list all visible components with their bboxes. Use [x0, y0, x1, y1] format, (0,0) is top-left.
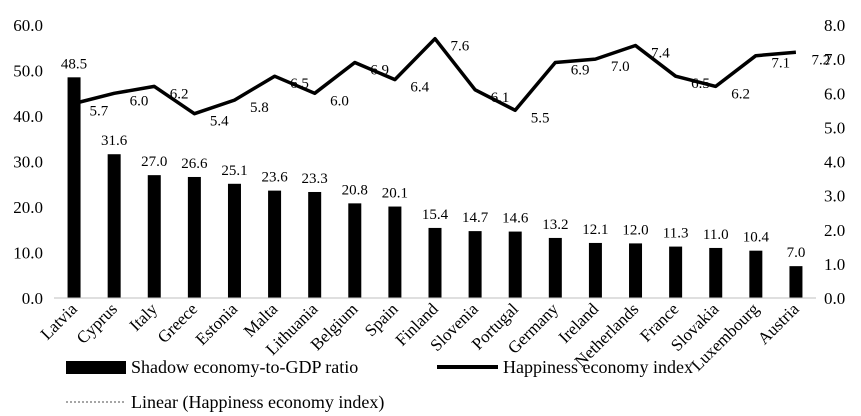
bar-value-label: 12.0 [622, 222, 648, 238]
right-tick-label: 4.0 [824, 153, 845, 172]
left-axis: 0.0 10.0 20.0 30.0 40.0 50.0 60.0 [13, 16, 43, 308]
bar-label-group: 48.5 31.6 27.0 26.6 25.1 23.6 23.3 20.8 20.1 15.4… [61, 56, 805, 261]
line-value-label: 6.0 [330, 93, 349, 109]
bar-value-label: 13.2 [542, 217, 568, 233]
bar-value-label: 11.0 [703, 227, 729, 243]
bar [588, 242, 602, 298]
category-label: Austria [754, 299, 803, 348]
bar [348, 203, 362, 298]
line-value-label: 5.7 [90, 103, 109, 119]
right-tick-label: 1.0 [824, 255, 845, 274]
line-value-label: 7.1 [771, 56, 790, 72]
bar [268, 190, 282, 298]
right-tick-label: 3.0 [824, 187, 845, 206]
bar [749, 250, 763, 298]
right-axis: 0.0 1.0 2.0 3.0 4.0 5.0 6.0 7.0 8.0 [824, 16, 845, 308]
line-value-label: 7.2 [811, 52, 830, 68]
line-value-label: 6.9 [571, 63, 590, 79]
bar [107, 154, 121, 298]
bar [789, 266, 803, 298]
category-label: Greece [154, 299, 201, 346]
bar [187, 176, 201, 298]
bar [629, 243, 643, 298]
right-tick-label: 6.0 [824, 84, 845, 103]
bar-value-label: 11.3 [663, 226, 689, 242]
left-tick-label: 60.0 [13, 16, 43, 35]
happiness-line [73, 36, 797, 116]
line-label-group: 5.7 6.0 6.2 5.4 5.8 6.5 6.0 6.9 6.4 7.6 6.1 5.5 6.9 7… [90, 39, 831, 130]
bar [669, 246, 683, 298]
line-value-label: 7.0 [611, 59, 630, 75]
bar-value-label: 27.0 [141, 154, 167, 170]
line-value-label: 6.2 [170, 86, 189, 102]
right-tick-label: 8.0 [824, 16, 845, 35]
bar [508, 231, 522, 298]
category-label: Cyprus [73, 299, 121, 347]
bar-value-label: 31.6 [101, 133, 128, 149]
bar [388, 206, 402, 298]
legend: Shadow economy-to-GDP ratio Happiness ec… [66, 357, 693, 413]
line-value-label: 6.2 [731, 86, 750, 102]
bar-value-label: 26.6 [181, 156, 208, 172]
bar-value-label: 12.1 [582, 222, 608, 238]
right-tick-label: 7.0 [824, 50, 845, 69]
line-value-label: 6.9 [370, 63, 389, 79]
legend-swatch-bar [66, 361, 126, 374]
left-tick-label: 20.0 [13, 198, 43, 217]
bar-value-label: 7.0 [787, 245, 806, 261]
line-series [73, 36, 797, 116]
left-tick-label: 40.0 [13, 107, 43, 126]
category-label: Italy [126, 299, 162, 335]
line-value-label: 6.4 [410, 80, 429, 96]
bar [548, 237, 562, 298]
category-label: Estonia [192, 299, 242, 349]
bar [67, 77, 81, 298]
right-tick-label: 5.0 [824, 118, 845, 137]
bar [709, 247, 723, 298]
bar [308, 191, 322, 298]
line-value-label: 6.5 [691, 76, 710, 92]
line-value-label: 6.0 [130, 93, 149, 109]
bar-value-label: 25.1 [221, 163, 247, 179]
legend-label-bar: Shadow economy-to-GDP ratio [131, 357, 358, 377]
bar-value-label: 23.6 [261, 170, 288, 186]
bar [428, 227, 442, 298]
right-tick-label: 2.0 [824, 221, 845, 240]
legend-label-line: Happiness economy index [503, 357, 693, 377]
line-value-label: 5.8 [250, 100, 269, 116]
line-value-label: 7.6 [450, 39, 469, 55]
bar-value-label: 15.4 [422, 207, 449, 223]
bar-value-label: 10.4 [743, 230, 770, 246]
line-value-label: 6.1 [491, 90, 510, 106]
line-value-label: 6.5 [290, 76, 309, 92]
bar [468, 231, 482, 298]
left-tick-label: 50.0 [13, 62, 43, 81]
bar-value-label: 20.8 [342, 182, 368, 198]
left-tick-label: 10.0 [13, 244, 43, 263]
bar [227, 183, 241, 298]
bar-series [67, 77, 803, 298]
left-tick-label: 0.0 [22, 289, 43, 308]
bar-value-label: 48.5 [61, 56, 87, 72]
bar-value-label: 14.6 [502, 211, 529, 227]
right-tick-label: 0.0 [824, 289, 845, 308]
line-value-label: 5.5 [531, 110, 550, 126]
bar-value-label: 20.1 [382, 186, 408, 202]
bar-value-label: 23.3 [302, 171, 328, 187]
legend-label-trendline: Linear (Happiness economy index) [131, 392, 384, 413]
bar [147, 175, 161, 298]
bar-value-label: 14.7 [462, 210, 489, 226]
left-tick-label: 30.0 [13, 153, 43, 172]
line-value-label: 7.4 [651, 45, 670, 61]
line-value-label: 5.4 [210, 114, 229, 130]
